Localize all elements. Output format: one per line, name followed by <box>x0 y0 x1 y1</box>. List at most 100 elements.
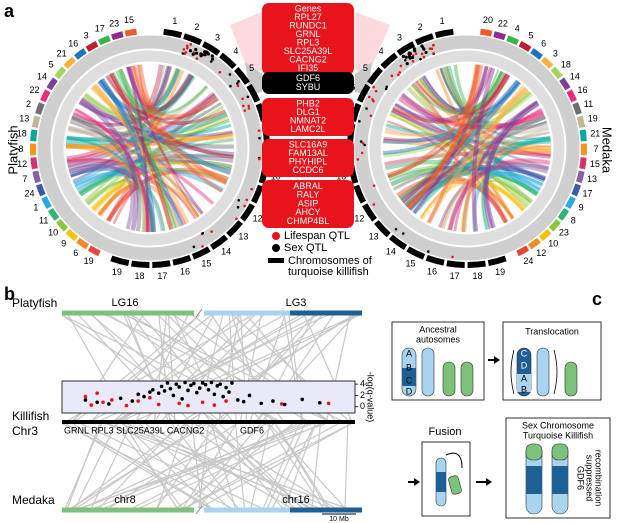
qtl-marker <box>181 52 185 55</box>
synteny-link <box>421 65 489 112</box>
data-point <box>95 400 99 405</box>
killifish-chromosome-arc <box>191 246 211 260</box>
gene-name: RPL27 <box>294 12 322 22</box>
synteny-line <box>344 423 349 509</box>
scale-label: 10 Mb <box>329 516 349 523</box>
chromosome-label: 12 <box>354 213 364 223</box>
synteny-link <box>385 123 551 145</box>
synteny-line <box>74 423 117 509</box>
synteny-link <box>384 151 551 166</box>
data-point <box>224 399 228 403</box>
gene-label: GDF6 <box>240 425 264 435</box>
qtl-marker <box>412 47 416 51</box>
synteny-link <box>70 116 235 149</box>
synteny-line <box>82 423 267 509</box>
data-point <box>156 391 161 395</box>
synteny-link <box>106 93 217 222</box>
chromosome-label: 3 <box>84 30 89 40</box>
data-point <box>148 395 152 400</box>
synteny-link <box>440 184 514 229</box>
synteny-link <box>410 83 514 220</box>
synteny-link <box>86 168 228 206</box>
data-point <box>194 390 199 395</box>
chromosome-label: 16 <box>68 39 78 49</box>
qtl-marker <box>192 245 196 249</box>
data-point <box>212 392 217 397</box>
data-point <box>197 386 202 390</box>
synteny-link <box>392 86 527 125</box>
synteny-link <box>97 183 147 232</box>
region-letter: D <box>406 386 413 396</box>
species-chromosome-arc <box>76 237 89 250</box>
synteny-link <box>391 108 545 183</box>
data-point <box>83 394 88 399</box>
synteny-link <box>78 101 233 138</box>
synteny-line <box>262 423 300 509</box>
qtl-marker <box>426 250 430 253</box>
data-point <box>326 401 331 406</box>
synteny-link <box>447 158 551 231</box>
synteny-line <box>194 423 336 509</box>
data-point <box>206 387 211 392</box>
synteny-link <box>427 64 484 224</box>
region-letter: B <box>406 362 412 372</box>
chromosome <box>536 347 550 397</box>
data-point <box>241 399 246 404</box>
synteny-link <box>66 123 232 143</box>
species-chromosome-arc <box>580 143 587 156</box>
qtl-marker <box>401 232 405 235</box>
qtl-marker <box>229 84 232 88</box>
track-ring <box>37 35 263 261</box>
panel-label: c <box>592 289 602 309</box>
synteny-link <box>401 93 550 169</box>
chromosome-bar <box>62 310 194 316</box>
track-ring <box>369 50 565 246</box>
killifish-chromosome-arc <box>356 83 371 103</box>
qtl-marker <box>411 59 415 63</box>
synteny-link <box>406 64 480 210</box>
synteny-link <box>106 169 228 222</box>
species-chromosome-arc <box>111 31 124 41</box>
qtl-marker <box>408 52 412 56</box>
gene-name: CACNG2 <box>289 55 327 65</box>
qtl-marker <box>243 204 246 208</box>
qtl-marker <box>246 95 250 99</box>
species-chromosome-arc <box>565 196 576 209</box>
chromosome-label: 8 <box>571 215 576 225</box>
qtl-marker <box>403 58 407 62</box>
segment-label: chr16 <box>282 494 310 506</box>
synteny-link <box>99 77 157 233</box>
killifish-chromosome-arc <box>353 184 366 204</box>
synteny-link <box>408 100 538 211</box>
legend-label: Chromosomes of <box>288 255 373 267</box>
data-point <box>118 396 123 401</box>
synteny-link <box>461 84 527 233</box>
synteny-link <box>66 91 215 163</box>
chromosome-band <box>402 368 416 386</box>
segment-label: LG3 <box>286 297 307 309</box>
killifish-chromosome-arc <box>226 220 243 238</box>
synteny-link <box>68 164 135 230</box>
chromosome-label: 11 <box>39 215 48 225</box>
plot-area <box>61 380 356 414</box>
synteny-link <box>406 86 533 204</box>
chromosome-label: 5 <box>363 63 368 73</box>
synteny-link <box>65 143 229 182</box>
species-chromosome-arc <box>35 102 45 115</box>
species-chromosome-arc <box>576 115 586 129</box>
species-chromosome-arc <box>506 35 520 46</box>
synteny-link <box>106 167 229 223</box>
data-point <box>130 399 135 403</box>
synteny-link <box>71 65 172 127</box>
synteny-link <box>92 160 233 212</box>
chromosome-label: 7 <box>593 144 598 154</box>
arrow-head <box>494 356 500 364</box>
species-chromosome-arc <box>528 237 541 250</box>
qtl-marker <box>199 54 203 58</box>
qtl-marker <box>390 74 394 78</box>
synteny-line <box>268 423 346 509</box>
legend-marker <box>272 244 280 252</box>
synteny-link <box>426 87 529 224</box>
synteny-link <box>391 108 551 159</box>
data-point <box>186 388 190 393</box>
